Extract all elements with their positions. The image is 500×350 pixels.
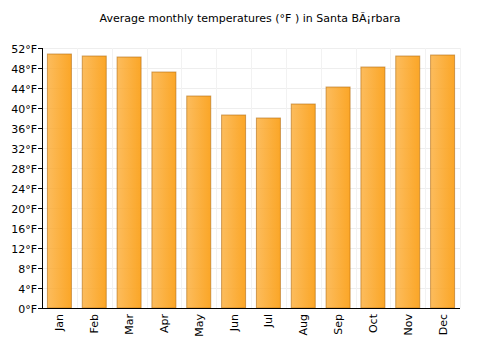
grid-line-v [321,48,322,308]
bar [222,115,246,308]
bar [256,118,280,308]
grid-line [42,308,460,309]
bar [361,67,385,308]
y-tick-label: 20°F [11,203,37,216]
y-tick-label: 16°F [11,223,37,236]
bar [396,56,420,308]
y-tick [38,288,42,289]
chart: Average monthly temperatures (°F ) in Sa… [0,0,500,350]
y-tick-label: 4°F [18,283,37,296]
grid-line-v [216,48,217,308]
y-tick-label: 32°F [11,143,37,156]
grid-line-v [286,48,287,308]
y-tick [38,308,42,309]
y-tick-label: 52°F [11,43,37,56]
y-axis: 0°F 4°F 8°F 12°F 16°F 20°F 24°F 28°F 32°F 36°F 40°… [11,43,42,316]
x-tick-label: Oct [367,313,380,333]
bar [431,55,455,308]
x-tick-label: Dec [437,314,450,335]
grid-line-v [425,48,426,308]
y-tick [38,248,42,249]
grid-line-v [251,48,252,308]
bar [187,96,211,308]
x-tick-label: Feb [88,314,101,333]
grid [42,48,461,309]
y-tick [38,208,42,209]
grid-line-v [181,48,182,308]
y-tick-label: 24°F [11,183,37,196]
x-tick-label: Aug [297,314,310,335]
y-tick-label: 44°F [11,83,37,96]
y-tick [38,88,42,89]
y-tick-label: 8°F [18,263,37,276]
y-tick [38,68,42,69]
y-tick [38,148,42,149]
bar [47,54,71,308]
bar [291,104,315,308]
y-tick-label: 40°F [11,103,37,116]
x-axis: Jan Feb Mar Apr May Jun Jul Aug Sep Oct Nov Dec [53,313,449,336]
grid-line-v [112,48,113,308]
bar [152,72,176,308]
grid-line-v [147,48,148,308]
x-tick-label: Nov [402,314,415,336]
x-tick-label: Sep [332,314,345,335]
bar [117,57,141,308]
bars [47,54,454,308]
y-tick [38,108,42,109]
x-tick-label: Jul [262,314,275,328]
x-axis-line [42,308,460,309]
grid-line-v [356,48,357,308]
y-tick-label: 36°F [11,123,37,136]
x-tick-label: Mar [123,314,136,335]
x-tick-label: Jun [228,314,241,332]
y-tick [38,188,42,189]
grid-line-v [77,48,78,308]
bar [82,56,106,308]
x-tick-label: Apr [158,314,171,334]
y-tick [38,48,42,49]
y-tick-label: 48°F [11,63,37,76]
y-tick [38,268,42,269]
grid-line-v [42,48,43,308]
y-tick [38,228,42,229]
title: Average monthly temperatures (°F ) in Sa… [100,12,401,25]
x-tick-label: May [193,314,206,337]
grid-line-v [390,48,391,308]
y-tick [38,128,42,129]
y-tick-label: 0°F [18,303,37,316]
y-tick-label: 12°F [11,243,37,256]
x-tick-label: Jan [53,314,66,332]
y-tick-label: 28°F [11,163,37,176]
y-axis-line [42,48,43,308]
bar [326,87,350,308]
y-tick [38,168,42,169]
grid-line-v [460,48,461,308]
